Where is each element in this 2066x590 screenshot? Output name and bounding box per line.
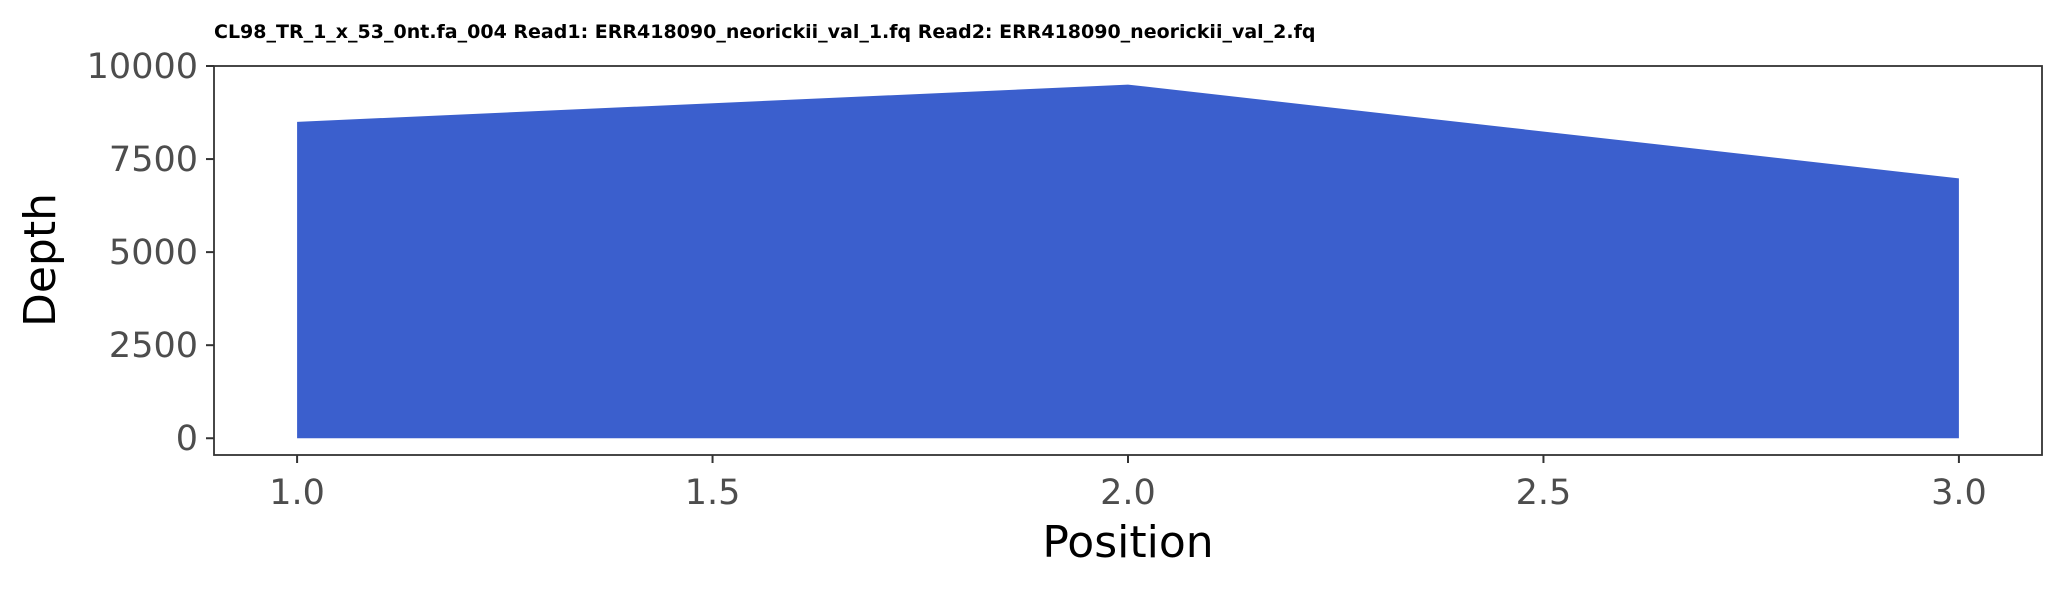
x-tick-label-1.5: 1.5	[685, 473, 741, 513]
x-axis-title: Position	[1042, 517, 1213, 568]
y-tick-label-10000: 10000	[87, 47, 198, 87]
x-tick-label-2.0: 2.0	[1100, 473, 1156, 513]
x-tick-label-1.0: 1.0	[269, 473, 325, 513]
plot-area	[213, 65, 2043, 456]
y-axis: 0 2500 5000 7500 10000	[87, 47, 214, 459]
y-tick-label-0: 0	[176, 419, 198, 459]
x-tick-label-2.5: 2.5	[1516, 473, 1572, 513]
x-axis: 1.0 1.5 2.0 2.5 3.0	[269, 455, 1987, 513]
depth-area	[297, 84, 1959, 439]
x-tick-label-3.0: 3.0	[1931, 473, 1987, 513]
chart-title: CL98_TR_1_x_53_0nt.fa_004 Read1: ERR4180…	[214, 21, 1315, 43]
y-tick-label-7500: 7500	[109, 140, 198, 180]
y-axis-title: Depth	[15, 193, 66, 327]
y-tick-label-2500: 2500	[109, 326, 198, 366]
y-tick-label-5000: 5000	[109, 233, 198, 273]
